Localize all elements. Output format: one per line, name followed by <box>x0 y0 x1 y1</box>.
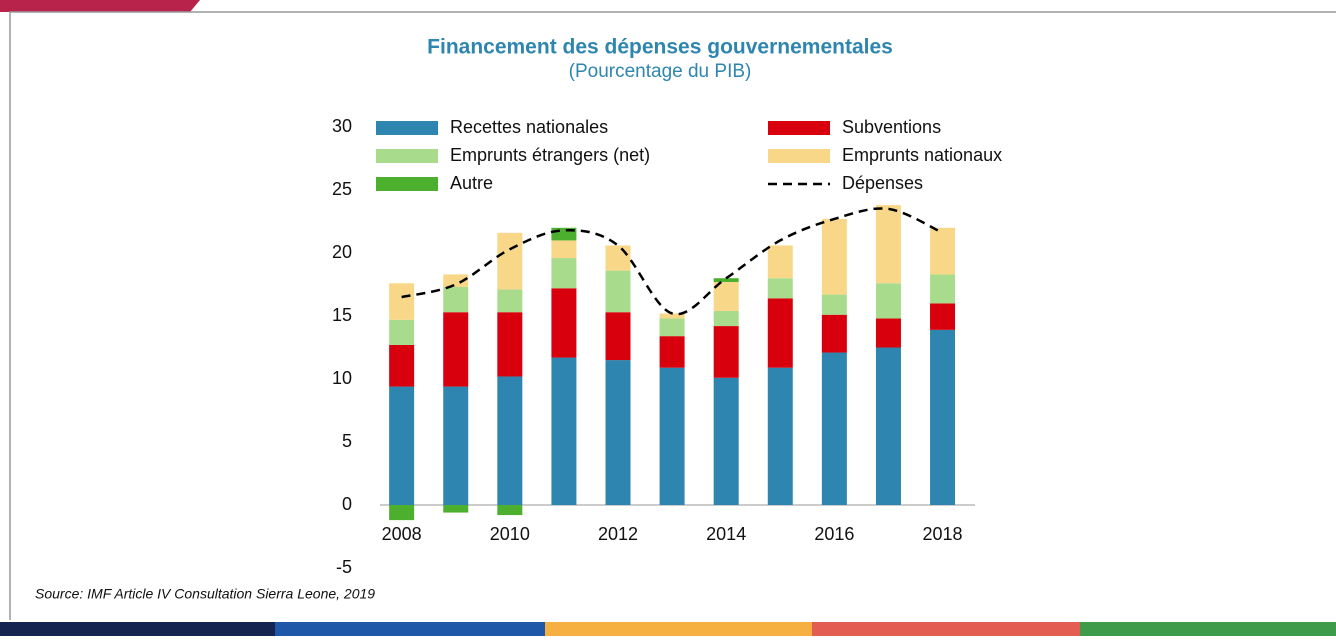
footer-bar <box>545 622 812 636</box>
legend-label: Emprunts nationaux <box>842 145 1002 165</box>
bar-segment <box>389 344 415 387</box>
bar-segment <box>389 319 415 345</box>
bar-segment <box>443 386 469 505</box>
footer-bar <box>275 622 545 636</box>
legend-label: Emprunts étrangers (net) <box>450 145 650 165</box>
y-tick-label: -5 <box>336 557 352 577</box>
bar-segment <box>389 283 415 320</box>
bar-segment <box>551 240 577 259</box>
bar-segment <box>659 313 685 319</box>
bar-segment <box>713 278 739 282</box>
bar-segment <box>821 352 847 505</box>
chart-title: Financement des dépenses gouvernementale… <box>427 36 893 59</box>
legend-label: Subventions <box>842 117 941 137</box>
bar-segment <box>767 298 793 368</box>
y-tick-label: 30 <box>332 116 352 136</box>
legend-swatch <box>768 149 830 163</box>
x-tick-label: 2008 <box>382 524 422 544</box>
legend-label: Autre <box>450 173 493 193</box>
bar-segment <box>659 318 685 337</box>
legend-label: Recettes nationales <box>450 117 608 137</box>
bar-segment <box>821 218 847 295</box>
bar-segment <box>443 274 469 288</box>
bar-segment <box>713 377 739 505</box>
bar-segment <box>443 287 469 313</box>
bar-segment <box>551 357 577 505</box>
legend-label: Dépenses <box>842 173 923 193</box>
bar-segment <box>605 312 631 361</box>
bar-segment <box>930 303 956 330</box>
legend-swatch <box>376 177 438 191</box>
bar-segment <box>767 245 793 279</box>
bar-segment <box>497 505 523 516</box>
bar-segment <box>497 289 523 313</box>
bar-segment <box>389 505 415 521</box>
bar-segment <box>443 312 469 387</box>
chart-subtitle: (Pourcentage du PIB) <box>569 61 752 82</box>
header-band <box>0 0 200 12</box>
bar-segment <box>875 283 901 319</box>
x-tick-label: 2012 <box>598 524 638 544</box>
frame <box>9 11 1336 620</box>
bar-segment <box>767 278 793 299</box>
y-tick-label: 0 <box>342 494 352 514</box>
bar-segment <box>659 367 685 505</box>
bar-segment <box>821 294 847 315</box>
bar-segment <box>605 270 631 313</box>
x-tick-label: 2016 <box>814 524 854 544</box>
bar-segment <box>605 245 631 271</box>
bar-segment <box>443 505 469 513</box>
bar-segment <box>605 360 631 505</box>
bar-segment <box>930 329 956 505</box>
line-series <box>401 207 944 316</box>
footer-bar <box>812 622 1080 636</box>
bar-segment <box>497 376 523 505</box>
bar-segment <box>875 205 901 284</box>
bar-segment <box>497 312 523 377</box>
bar-segment <box>551 258 577 289</box>
x-tick-label: 2018 <box>923 524 963 544</box>
y-tick-label: 5 <box>342 431 352 451</box>
bar-segment <box>767 367 793 505</box>
bar-segment <box>875 318 901 348</box>
bar-segment <box>551 288 577 358</box>
bar-segment <box>497 232 523 290</box>
legend-swatch <box>768 121 830 135</box>
source-note: Source: IMF Article IV Consultation Sier… <box>35 586 375 602</box>
footer-bar <box>1080 622 1336 636</box>
bar-segment <box>713 281 739 311</box>
y-tick-label: 10 <box>332 368 352 388</box>
bar-segment <box>875 347 901 505</box>
bar-segment <box>713 326 739 378</box>
bar-segment <box>659 336 685 368</box>
y-tick-label: 15 <box>332 305 352 325</box>
bar-segment <box>930 274 956 304</box>
bar-segment <box>713 310 739 327</box>
footer-bar <box>0 622 275 636</box>
x-tick-label: 2014 <box>706 524 746 544</box>
y-tick-label: 25 <box>332 179 352 199</box>
bar-segment <box>821 314 847 353</box>
y-tick-label: 20 <box>332 242 352 262</box>
bar-segment <box>930 227 956 275</box>
legend-swatch <box>376 149 438 163</box>
legend-swatch <box>376 121 438 135</box>
bar-segment <box>389 386 415 505</box>
x-tick-label: 2010 <box>490 524 530 544</box>
